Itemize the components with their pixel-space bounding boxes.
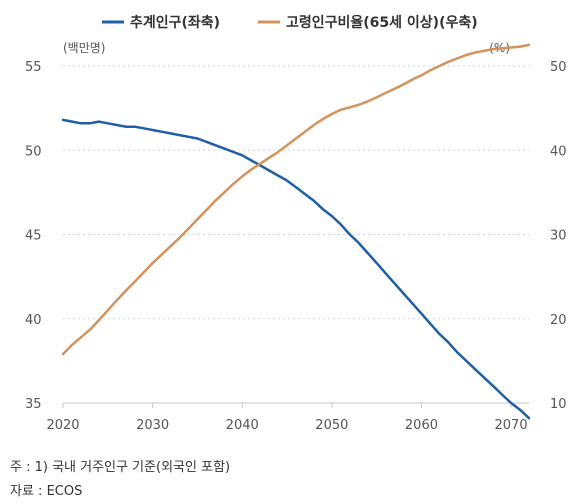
left-tick-label: 45	[25, 229, 42, 244]
footnote: 주 : 1) 국내 거주인구 기준(외국인 포함)	[10, 460, 231, 475]
right-tick-label: 20	[550, 313, 567, 328]
left-axis-unit: (백만명)	[63, 41, 105, 55]
elderly-ratio-line	[61, 43, 531, 356]
right-tick-label: 30	[550, 229, 567, 244]
right-tick-label: 10	[550, 397, 567, 412]
series-layer	[61, 43, 531, 420]
x-tick-label: 2050	[315, 418, 348, 433]
line-chart: 추계인구(좌축) 고령인구비율(65세 이상)(우축) (백만명) (%) 55…	[25, 14, 567, 433]
x-axis-ticks: 2020 2030 2040 2050 2060 2070	[46, 403, 528, 433]
source-note: 자료 : ECOS	[10, 484, 83, 499]
legend-label-elderly-ratio: 고령인구비율(65세 이상)(우축)	[286, 14, 478, 31]
population-line	[61, 118, 531, 420]
legend-label-population: 추계인구(좌축)	[130, 14, 220, 31]
right-tick-label: 50	[550, 60, 567, 75]
grid-lines	[63, 65, 529, 320]
right-axis-ticks: 50 40 30 20 10	[550, 60, 567, 412]
left-tick-label: 50	[25, 144, 42, 159]
right-tick-label: 40	[550, 144, 567, 159]
x-tick-label: 2020	[46, 418, 79, 433]
x-tick-label: 2070	[495, 418, 528, 433]
left-tick-label: 40	[25, 313, 42, 328]
chart-legend: 추계인구(좌축) 고령인구비율(65세 이상)(우축)	[102, 14, 478, 31]
left-tick-label: 35	[25, 397, 42, 412]
x-tick-label: 2060	[405, 418, 438, 433]
x-tick-label: 2030	[136, 418, 169, 433]
x-tick-label: 2040	[226, 418, 259, 433]
left-tick-label: 55	[25, 60, 42, 75]
left-axis-ticks: 55 50 45 40 35	[25, 60, 42, 412]
